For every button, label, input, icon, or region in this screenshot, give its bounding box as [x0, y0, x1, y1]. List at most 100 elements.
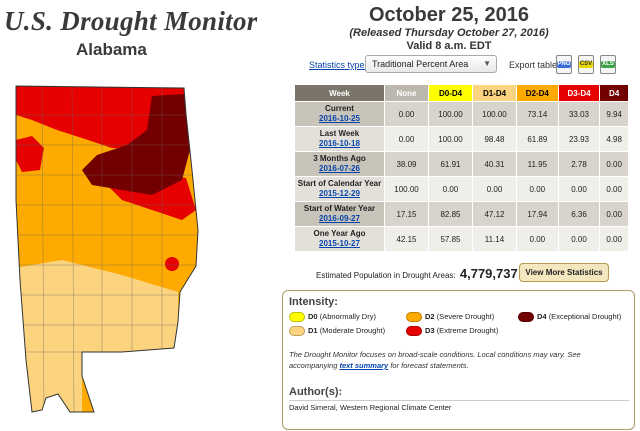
table-cell: 11.14 [472, 226, 517, 252]
intensity-title: Intensity: [289, 296, 338, 308]
table-cell: 100.00 [428, 101, 473, 127]
author-name: David Simeral, Western Regional Climate … [289, 403, 452, 412]
table-cell: 0.00 [557, 176, 601, 202]
week-date-link[interactable]: 2016-07-26 [319, 164, 360, 173]
table-cell: 38.09 [384, 151, 429, 177]
table-cell: 100.00 [472, 101, 517, 127]
week-cell: One Year Ago 2015-10-27 [294, 226, 385, 252]
legend-item-d2: D2 (Severe Drought) [406, 312, 494, 323]
week-date-link[interactable]: 2016-10-25 [319, 114, 360, 123]
table-cell: 47.12 [472, 201, 517, 227]
table-cell: 73.14 [516, 101, 559, 127]
d1-swatch [289, 326, 305, 337]
table-row: Start of Water Year 2016-09-27 17.15 82.8… [294, 201, 629, 227]
table-cell: 17.15 [384, 201, 429, 227]
authors-title: Author(s): [289, 386, 343, 398]
week-date-link[interactable]: 2015-10-27 [319, 239, 360, 248]
week-cell: 3 Months Ago 2016-07-26 [294, 151, 385, 177]
table-header-row: Week None D0-D4 D1-D4 D2-D4 D3-D4 D4 [294, 84, 629, 102]
table-row: Current 2016-10-25 0.00 100.00 100.00 73.… [294, 101, 629, 127]
d4-swatch [518, 312, 534, 323]
table-cell: 0.00 [557, 226, 601, 252]
view-more-statistics-button[interactable]: View More Statistics [519, 263, 609, 282]
text-summary-link[interactable]: text summary [339, 361, 389, 370]
state-outline [15, 85, 199, 413]
week-date-link[interactable]: 2015-12-29 [319, 189, 360, 198]
table-cell: 0.00 [384, 126, 429, 152]
table-cell: 0.00 [516, 176, 559, 202]
xls-export-icon[interactable]: XLS [600, 55, 616, 74]
state-name: Alabama [76, 40, 147, 59]
table-cell: 57.85 [428, 226, 473, 252]
site-title: U.S. Drought Monitor [4, 6, 258, 36]
legend-item-d3: D3 (Extreme Drought) [406, 326, 498, 337]
header-none: None [384, 84, 429, 102]
disclaimer-text: The Drought Monitor focuses on broad-sca… [289, 350, 581, 370]
table-cell: 0.00 [428, 176, 473, 202]
table-cell: 100.00 [428, 126, 473, 152]
table-cell: 6.36 [557, 201, 601, 227]
valid-time: Valid 8 a.m. EDT [406, 40, 492, 52]
population-label: Estimated Population in Drought Areas: [316, 271, 456, 280]
week-cell: Start of Calendar Year 2015-12-29 [294, 176, 385, 202]
png-export-icon[interactable]: PNG [556, 55, 572, 74]
table-cell: 23.93 [557, 126, 601, 152]
map-regions [16, 86, 198, 412]
table-cell: 0.00 [472, 176, 517, 202]
header-d1-d4: D1-D4 [472, 84, 517, 102]
statistics-type-link[interactable]: Statistics type: [309, 60, 368, 70]
table-cell: 2.78 [557, 151, 601, 177]
table-row: 3 Months Ago 2016-07-26 38.09 61.91 40.31… [294, 151, 629, 177]
header-d2-d4: D2-D4 [516, 84, 559, 102]
table-cell: 4.98 [599, 126, 629, 152]
drought-statistics-table: Week None D0-D4 D1-D4 D2-D4 D3-D4 D4 Cur… [294, 84, 629, 252]
population-value: 4,779,737 [459, 266, 518, 281]
table-cell: 0.00 [599, 151, 629, 177]
table-cell: 0.00 [599, 201, 629, 227]
export-table-label: Export table: [509, 60, 560, 70]
header-d0-d4: D0-D4 [428, 84, 473, 102]
header-d3-d4: D3-D4 [557, 84, 601, 102]
county-lines [16, 86, 198, 412]
table-cell: 9.94 [599, 101, 629, 127]
drought-map [2, 60, 254, 430]
table-cell: 0.00 [384, 101, 429, 127]
statistics-type-value: Traditional Percent Area [372, 59, 469, 69]
week-date-link[interactable]: 2016-10-18 [319, 139, 360, 148]
table-cell: 98.48 [472, 126, 517, 152]
week-date-link[interactable]: 2016-09-27 [319, 214, 360, 223]
header-week: Week [294, 84, 385, 102]
table-cell: 11.95 [516, 151, 559, 177]
table-row: Last Week 2016-10-18 0.00 100.00 98.48 61… [294, 126, 629, 152]
table-cell: 0.00 [516, 226, 559, 252]
table-cell: 0.00 [599, 176, 629, 202]
legend-item-d4: D4 (Exceptional Drought) [518, 312, 621, 323]
d2-swatch [406, 312, 422, 323]
statistics-type-select[interactable]: Traditional Percent Area ▼ [365, 55, 497, 73]
table-cell: 61.89 [516, 126, 559, 152]
week-cell: Start of Water Year 2016-09-27 [294, 201, 385, 227]
d1-region [16, 260, 178, 412]
legend-item-d1: D1 (Moderate Drought) [289, 326, 385, 337]
authors-divider [289, 400, 629, 401]
table-row: One Year Ago 2015-10-27 42.15 57.85 11.14… [294, 226, 629, 252]
csv-export-icon[interactable]: CSV [578, 55, 594, 74]
release-date: (Released Thursday October 27, 2016) [349, 27, 549, 39]
d3-spot-region [165, 257, 179, 271]
header-d4: D4 [599, 84, 629, 102]
table-cell: 82.85 [428, 201, 473, 227]
table-cell: 17.94 [516, 201, 559, 227]
population-in-drought: Estimated Population in Drought Areas: 4… [316, 266, 518, 281]
legend-item-d0: D0 (Abnormally Dry) [289, 312, 376, 323]
table-cell: 33.03 [557, 101, 601, 127]
d3-swatch [406, 326, 422, 337]
table-cell: 100.00 [384, 176, 429, 202]
d0-swatch [289, 312, 305, 323]
d4-region [82, 94, 190, 195]
chevron-down-icon: ▼ [483, 59, 491, 68]
table-cell: 0.00 [599, 226, 629, 252]
table-row: Start of Calendar Year 2015-12-29 100.00 … [294, 176, 629, 202]
table-cell: 61.91 [428, 151, 473, 177]
map-date: October 25, 2016 [368, 4, 530, 26]
table-cell: 42.15 [384, 226, 429, 252]
